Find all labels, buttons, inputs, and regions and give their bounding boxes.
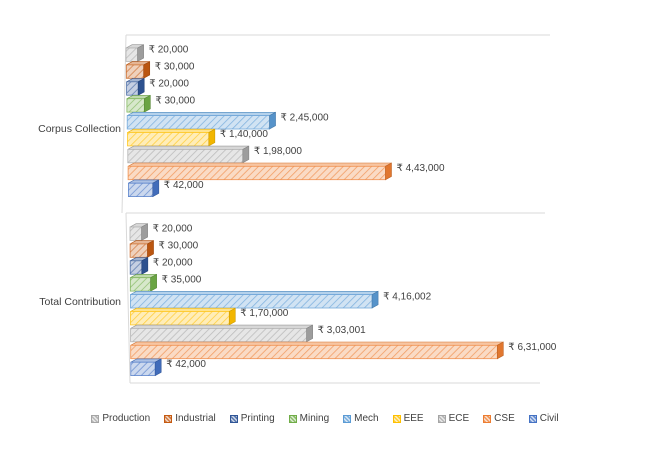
category-label-total-contribution: Total Contribution xyxy=(39,296,121,308)
data-label-corpus-collection-production: ₹ 20,000 xyxy=(149,45,189,56)
legend-item-production: Production xyxy=(91,413,150,424)
bar-corpus-collection-industrial xyxy=(125,61,151,79)
legend-swatch-industrial xyxy=(164,414,173,423)
bar-total-contribution-civil xyxy=(130,358,162,377)
bar-total-contribution-industrial xyxy=(129,240,154,258)
category-label-corpus-collection: Corpus Collection xyxy=(38,123,121,135)
data-label-total-contribution-civil: ₹ 42,000 xyxy=(166,359,206,370)
legend-label-mech: Mech xyxy=(354,413,379,424)
category-labels: Corpus Collection Total Contribution xyxy=(38,123,121,308)
data-label-total-contribution-printing: ₹ 20,000 xyxy=(153,258,193,269)
data-label-total-contribution-industrial: ₹ 30,000 xyxy=(159,241,199,252)
legend: Production Industrial Printing Mining Mech EE… xyxy=(0,413,650,424)
legend-label-printing: Printing xyxy=(240,413,275,424)
data-label-total-contribution-cse: ₹ 6,31,000 xyxy=(508,342,557,353)
legend-swatch-ece xyxy=(437,414,446,423)
data-label-total-contribution-mining: ₹ 35,000 xyxy=(162,274,202,285)
legend-swatch-mining xyxy=(288,414,297,423)
axis-left-lower xyxy=(125,212,131,384)
legend-label-industrial: Industrial xyxy=(175,413,216,424)
legend-swatch-production xyxy=(91,414,100,423)
legend-swatch-civil xyxy=(528,414,537,423)
legend-item-industrial: Industrial xyxy=(164,413,216,424)
data-label-corpus-collection-civil: ₹ 42,000 xyxy=(164,180,204,191)
legend-item-ece: ECE xyxy=(437,413,470,424)
bar-corpus-collection-production xyxy=(125,44,144,62)
bar-corpus-collection-civil xyxy=(127,179,160,198)
bar-corpus-collection-cse xyxy=(127,162,392,181)
legend-swatch-printing xyxy=(229,414,238,423)
legend-item-printing: Printing xyxy=(229,413,275,424)
data-labels: ₹ 20,000 ₹ 30,000 ₹ 20,000 ₹ 30,000 ₹ 2,45,0… xyxy=(149,45,557,370)
bar-total-contribution-mining xyxy=(129,273,157,292)
data-label-corpus-collection-eee: ₹ 1,40,000 xyxy=(220,129,269,140)
legend-item-mech: Mech xyxy=(343,413,379,424)
bar-total-contribution-mech xyxy=(129,290,379,309)
data-label-corpus-collection-printing: ₹ 20,000 xyxy=(149,79,189,90)
bar-total-contribution-eee xyxy=(130,307,236,326)
legend-label-mining: Mining xyxy=(299,413,330,424)
bar-corpus-collection-printing xyxy=(126,77,145,96)
legend-item-civil: Civil xyxy=(528,413,559,424)
bar-total-contribution-production xyxy=(129,223,148,241)
data-label-corpus-collection-mining: ₹ 30,000 xyxy=(155,95,195,106)
bar-corpus-collection-mining xyxy=(126,94,151,113)
data-label-corpus-collection-cse: ₹ 4,43,000 xyxy=(396,163,445,174)
bar-corpus-collection-eee xyxy=(127,128,216,147)
data-label-corpus-collection-mech: ₹ 2,45,000 xyxy=(281,112,330,123)
legend-item-cse: CSE xyxy=(483,413,515,424)
data-label-total-contribution-mech: ₹ 4,16,002 xyxy=(383,291,432,302)
legend-swatch-mech xyxy=(343,414,352,423)
bar-chart: Corpus Collection Total Contribution ₹ 20… xyxy=(38,34,557,384)
bar-corpus-collection-mech xyxy=(126,111,276,130)
legend-swatch-cse xyxy=(483,414,492,423)
legend-label-civil: Civil xyxy=(539,413,559,424)
chart-gridlines xyxy=(121,34,550,384)
bar-total-contribution-printing xyxy=(129,256,149,275)
data-label-total-contribution-eee: ₹ 1,70,000 xyxy=(240,308,289,319)
legend-label-production: Production xyxy=(102,413,151,424)
legend-label-cse: CSE xyxy=(494,413,515,424)
bars xyxy=(125,44,504,377)
axis-left-upper xyxy=(121,34,127,214)
data-label-total-contribution-ece: ₹ 3,03,001 xyxy=(318,325,367,336)
data-label-corpus-collection-ece: ₹ 1,98,000 xyxy=(254,146,303,157)
legend-item-eee: EEE xyxy=(392,413,424,424)
data-label-corpus-collection-industrial: ₹ 30,000 xyxy=(155,62,195,73)
data-label-total-contribution-production: ₹ 20,000 xyxy=(153,224,193,235)
legend-label-eee: EEE xyxy=(403,413,424,424)
legend-swatch-eee xyxy=(392,414,401,423)
bar-corpus-collection-ece xyxy=(127,145,250,164)
bar-total-contribution-ece xyxy=(130,324,313,343)
legend-label-ece: ECE xyxy=(448,413,470,424)
bar-total-contribution-cse xyxy=(130,341,504,360)
legend-item-mining: Mining xyxy=(288,413,330,424)
